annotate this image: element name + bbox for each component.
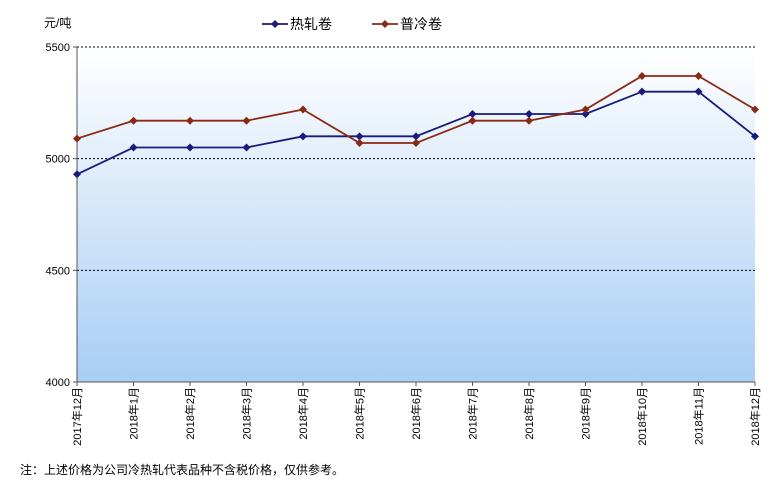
data-point — [299, 105, 307, 114]
data-point — [186, 143, 194, 152]
x-tick-label: 2017年12月 — [70, 387, 84, 446]
y-tick-label: 5000 — [46, 154, 70, 166]
x-tick-labels: 2017年12月 2018年1月 2018年2月 2018年3月 2018年4月 2018… — [70, 382, 762, 446]
x-tick-label: 2018年9月 — [579, 387, 593, 440]
x-tick-label: 2018年8月 — [522, 387, 536, 440]
gridlines — [77, 46, 755, 271]
data-point — [73, 134, 81, 143]
legend: 热轧卷 普冷卷 — [262, 16, 442, 32]
data-point — [751, 105, 759, 114]
data-point — [638, 72, 646, 81]
data-point — [242, 116, 251, 125]
legend-marker — [271, 20, 279, 28]
y-tick-label: 5500 — [46, 42, 70, 54]
data-point — [242, 143, 251, 152]
y-tick-labels: 4000 4500 5000 5500 — [46, 42, 77, 389]
data-point — [129, 143, 138, 152]
data-point — [638, 87, 646, 96]
data-point — [694, 72, 703, 81]
data-point — [73, 170, 81, 179]
data-point — [468, 116, 477, 125]
data-point — [186, 116, 194, 125]
data-point — [581, 105, 590, 114]
x-tick-label: 2018年6月 — [409, 387, 423, 440]
legend-label: 热轧卷 — [290, 16, 332, 32]
data-point — [299, 132, 307, 141]
data-point — [525, 110, 533, 118]
x-tick-label: 2018年2月 — [183, 387, 197, 440]
data-point — [412, 132, 420, 141]
data-point — [751, 132, 759, 141]
x-tick-label: 2018年4月 — [296, 387, 310, 440]
x-tick-label: 2018年5月 — [353, 387, 367, 440]
y-tick-label: 4000 — [46, 377, 70, 389]
x-tick-label: 2018年3月 — [240, 387, 254, 440]
y-tick-label: 4500 — [46, 265, 70, 277]
data-point — [129, 116, 138, 125]
data-point — [468, 110, 477, 118]
data-point — [355, 139, 364, 148]
data-point — [355, 132, 364, 141]
data-point — [694, 87, 703, 96]
x-tick-label: 2018年1月 — [127, 387, 141, 440]
x-tick-label: 2018年10月 — [635, 387, 649, 446]
legend-label: 普冷卷 — [400, 16, 442, 32]
x-tick-label: 2018年7月 — [466, 387, 480, 440]
plot-area — [77, 47, 755, 382]
data-point — [412, 139, 420, 148]
legend-marker — [381, 20, 389, 28]
x-tick-label: 2018年11月 — [692, 387, 706, 445]
y-axis-unit: 元/吨 — [44, 16, 71, 30]
x-tick-label: 2018年12月 — [748, 387, 762, 446]
series-lines — [73, 72, 759, 179]
data-point — [525, 116, 533, 125]
footnote: 注：上述价格为公司冷热轧代表品种不含税价格，仅供参考。 — [20, 463, 345, 477]
data-point — [581, 110, 590, 118]
